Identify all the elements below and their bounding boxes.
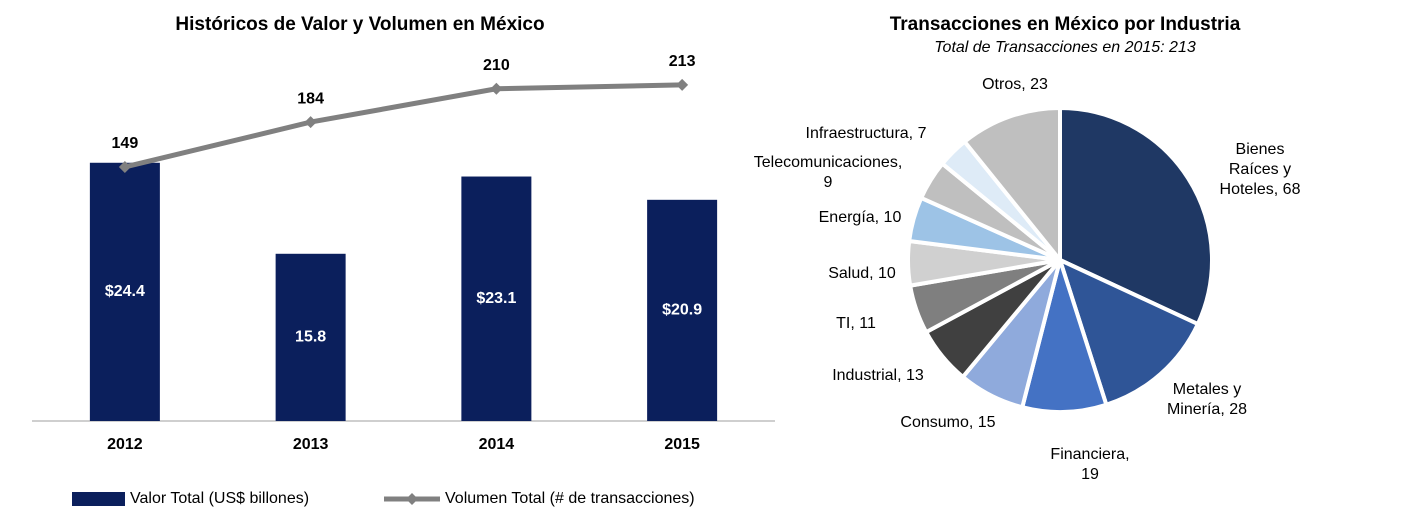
data-label-line: Salud, 10 [828,265,896,282]
data-label-line: TI, 11 [836,315,876,332]
bar [647,199,718,421]
marker [490,82,503,95]
data-label-line: Financiera, [1050,446,1129,463]
pie-slice [961,105,1062,266]
data-label-line: Telecomunicaciones, [754,154,903,171]
legend-label: Volumen Total (# de transacciones) [445,490,695,507]
data-label: Otros, 23 [982,76,1048,93]
data-label-line: 19 [1081,466,1099,483]
bar [89,162,160,421]
data-label: Metales y Minería, 28 [1167,381,1247,418]
x-tick-label: 2014 [479,436,515,453]
bar [275,253,346,421]
data-label-line: 9 [824,174,833,191]
data-label: Consumo, 15 [900,414,995,431]
x-tick-label: 2015 [664,436,700,453]
data-label-line: Consumo, 15 [900,414,995,431]
marker [676,78,689,91]
line [124,82,683,170]
marker [304,116,317,129]
legend-swatch [406,493,418,505]
data-label: Bienes Raíces y Hoteles, 68 [1220,141,1301,198]
data-label: Energía, 10 [819,209,902,226]
legend-label: Valor Total (US$ billones) [130,490,309,507]
legend-swatch [72,492,125,506]
data-label: Infraestructura, 7 [806,125,927,142]
marker [118,161,131,173]
data-label-line: Infraestructura, 7 [806,125,927,142]
data-label: Industrial, 13 [832,367,924,384]
chart-title: Históricos de Valor y Volumen en México [175,14,544,35]
data-label-line: Raíces y [1229,161,1291,178]
bar [461,176,532,421]
data-label: Financiera, 19 [1050,446,1129,483]
data-label: 210 [483,57,510,74]
data-label: $23.1 [476,290,516,307]
data-label: Salud, 10 [828,265,896,282]
data-label: 213 [669,53,696,70]
data-label: 15.8 [295,329,326,346]
data-label-line: Bienes [1236,141,1285,158]
data-label: 184 [297,90,324,107]
chart-subtitle: Total de Transacciones en 2015: 213 [934,39,1196,56]
data-label: 149 [112,135,139,152]
chart-title: Transacciones en México por Industria [890,14,1241,35]
data-label-line: Hoteles, 68 [1220,181,1301,198]
data-label-line: Otros, 23 [982,76,1048,93]
data-label-line: Energía, 10 [819,209,902,226]
pie-slice [1058,105,1214,327]
data-label-line: Industrial, 13 [832,367,924,384]
data-label-line: Metales y [1173,381,1241,398]
data-label: $24.4 [105,283,145,300]
data-label: TI, 11 [836,315,876,332]
pie-slice [1056,256,1201,408]
data-label-line: Minería, 28 [1167,401,1247,418]
x-tick-label: 2012 [107,436,143,453]
x-tick-label: 2013 [293,436,329,453]
data-label: $20.9 [662,302,702,319]
data-label: Telecomunicaciones, 9 [754,154,903,191]
